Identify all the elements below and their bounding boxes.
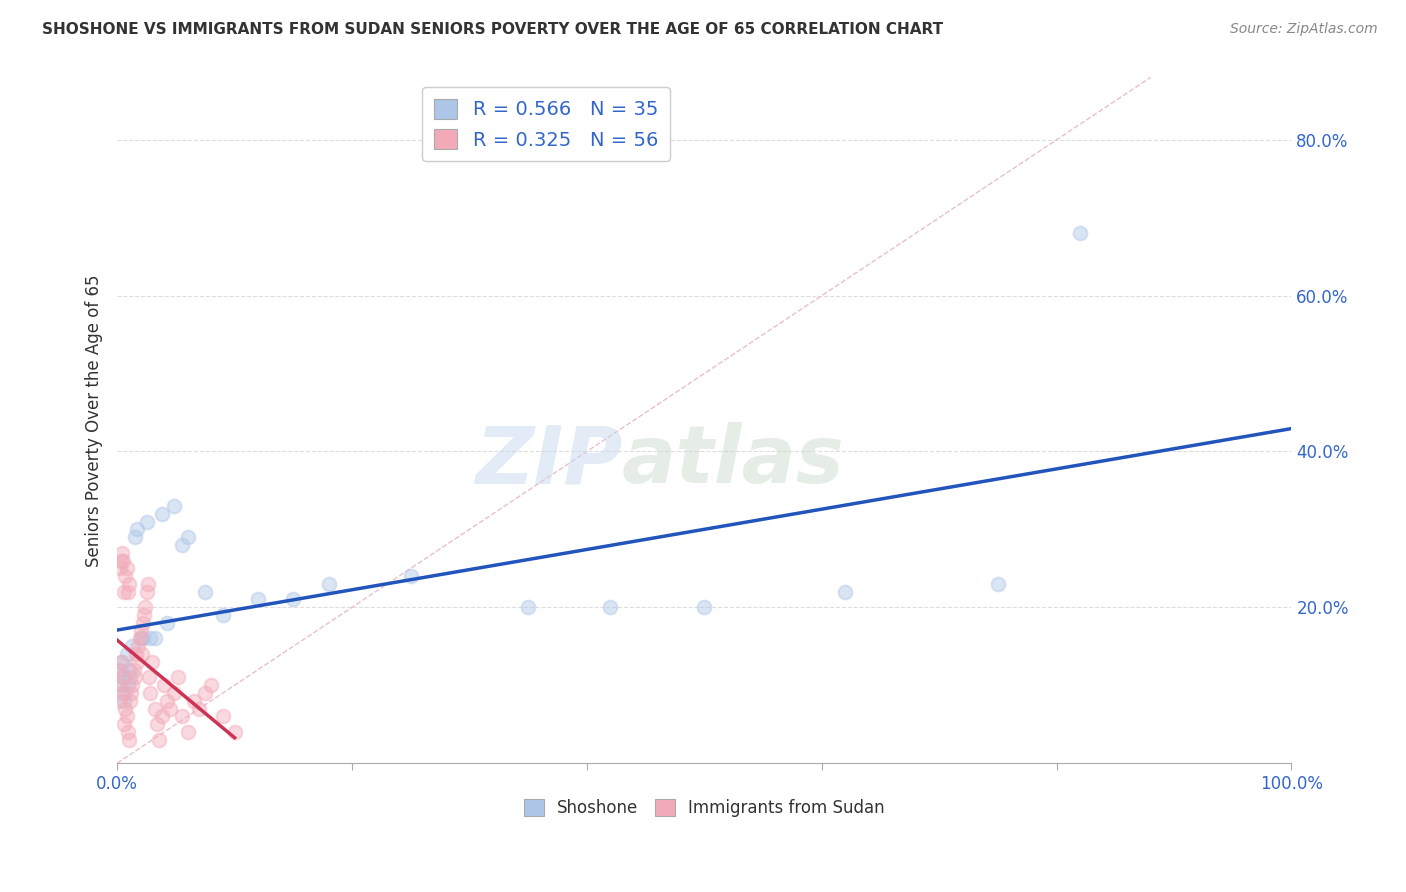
Point (111, 686, 134, 700)
Point (110, 553, 132, 567)
Point (112, 553, 135, 567)
Point (148, 732, 170, 747)
Point (134, 600, 156, 615)
Text: SHOSHONE VS IMMIGRANTS FROM SUDAN SENIORS POVERTY OVER THE AGE OF 65 CORRELATION: SHOSHONE VS IMMIGRANTS FROM SUDAN SENIOR… (42, 22, 943, 37)
Point (131, 647, 153, 661)
Point (114, 686, 136, 700)
Point (136, 577, 159, 591)
Point (117, 725, 139, 739)
Point (132, 632, 155, 646)
Point (127, 522, 149, 536)
Point (167, 670, 190, 684)
Point (117, 678, 139, 692)
Point (283, 592, 305, 607)
Point (115, 709, 138, 723)
Point (121, 678, 143, 692)
Point (212, 608, 235, 623)
Point (200, 678, 222, 692)
Point (170, 538, 193, 552)
Y-axis label: Seniors Poverty Over the Age of 65: Seniors Poverty Over the Age of 65 (86, 274, 103, 566)
Point (110, 678, 132, 692)
Point (112, 584, 135, 599)
Point (194, 686, 217, 700)
Point (183, 694, 205, 708)
Point (127, 639, 149, 653)
Point (120, 670, 142, 684)
Point (138, 670, 160, 684)
Point (224, 725, 246, 739)
Point (108, 663, 131, 677)
Point (159, 701, 181, 715)
Point (318, 577, 340, 591)
Point (124, 530, 146, 544)
Point (143, 632, 166, 646)
Point (150, 709, 173, 723)
Point (121, 639, 143, 653)
Point (188, 701, 211, 715)
Point (110, 655, 132, 669)
Point (693, 600, 716, 615)
Text: atlas: atlas (621, 423, 845, 500)
Point (176, 725, 198, 739)
Point (108, 694, 131, 708)
Point (141, 655, 163, 669)
Point (135, 515, 157, 529)
Point (111, 655, 134, 669)
Point (129, 624, 152, 638)
Point (399, 569, 422, 583)
Point (125, 647, 148, 661)
Point (155, 694, 177, 708)
Point (1069, 227, 1091, 241)
Point (132, 615, 155, 630)
Point (112, 717, 135, 731)
Text: ZIP: ZIP (475, 423, 621, 500)
Point (134, 608, 156, 623)
Legend: Shoshone, Immigrants from Sudan: Shoshone, Immigrants from Sudan (517, 792, 891, 823)
Text: Source: ZipAtlas.com: Source: ZipAtlas.com (1230, 22, 1378, 37)
Point (129, 632, 152, 646)
Point (114, 569, 136, 583)
Point (153, 678, 176, 692)
Point (194, 584, 217, 599)
Point (150, 507, 173, 521)
Point (155, 615, 177, 630)
Point (120, 694, 142, 708)
Point (143, 701, 166, 715)
Point (162, 686, 184, 700)
Point (112, 670, 135, 684)
Point (118, 577, 141, 591)
Point (111, 546, 134, 560)
Point (517, 600, 540, 615)
Point (122, 663, 145, 677)
Point (114, 701, 136, 715)
Point (834, 584, 856, 599)
Point (599, 600, 621, 615)
Point (127, 655, 149, 669)
Point (117, 584, 139, 599)
Point (146, 717, 169, 731)
Point (176, 530, 198, 544)
Point (108, 561, 131, 575)
Point (115, 561, 138, 575)
Point (107, 678, 129, 692)
Point (118, 663, 141, 677)
Point (128, 632, 150, 646)
Point (162, 499, 184, 513)
Point (120, 686, 142, 700)
Point (139, 686, 162, 700)
Point (112, 694, 135, 708)
Point (135, 584, 157, 599)
Point (115, 647, 138, 661)
Point (139, 632, 162, 646)
Point (124, 670, 146, 684)
Point (170, 709, 193, 723)
Point (112, 670, 135, 684)
Point (118, 732, 141, 747)
Point (987, 577, 1010, 591)
Point (212, 709, 235, 723)
Point (247, 592, 270, 607)
Point (107, 663, 129, 677)
